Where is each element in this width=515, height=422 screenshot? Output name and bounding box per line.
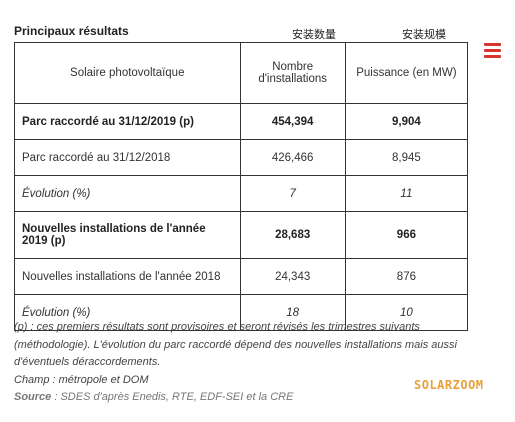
- row-power: 966: [344, 211, 469, 259]
- row-count: 28,683: [239, 211, 346, 259]
- row-label: Parc raccordé au 31/12/2018: [14, 139, 241, 176]
- row-power: 876: [344, 258, 469, 295]
- source-label: Source: [14, 391, 52, 403]
- header-cell-power: Puissance (en MW): [344, 42, 469, 104]
- table-row: Nouvelles installations de l'année 2019 …: [14, 211, 469, 259]
- row-count: 426,466: [239, 139, 346, 176]
- footnote-scope: Champ : métropole et DOM: [14, 373, 149, 386]
- footnotes: (p) : ces premiers résultats sont provis…: [14, 319, 494, 407]
- row-label: Évolution (%): [14, 294, 241, 331]
- table-row: Évolution (%) 18 10: [14, 294, 469, 331]
- row-label: Évolution (%): [14, 175, 241, 212]
- table-row: Parc raccordé au 31/12/2019 (p) 454,394 …: [14, 103, 469, 140]
- row-label: Nouvelles installations de l'année 2018: [14, 258, 241, 295]
- cn-capacity-label: 安装规模: [402, 28, 446, 41]
- table-row: Nouvelles installations de l'année 2018 …: [14, 258, 469, 295]
- row-label: Parc raccordé au 31/12/2019 (p): [14, 103, 241, 140]
- row-power: 9,904: [344, 103, 469, 140]
- row-power: 8,945: [344, 139, 469, 176]
- table-row: Parc raccordé au 31/12/2018 426,466 8,94…: [14, 139, 469, 176]
- row-count: 18: [239, 294, 346, 331]
- header-cell-solar: Solaire photovoltaïque: [14, 42, 241, 104]
- row-count: 454,394: [239, 103, 346, 140]
- source-line: Source : SDES d'après Enedis, RTE, EDF-S…: [14, 389, 494, 407]
- cn-count-label: 安装数量: [292, 28, 336, 41]
- row-label: Nouvelles installations de l'année 2019 …: [14, 211, 241, 259]
- section-title: Principaux résultats: [14, 24, 129, 38]
- row-power: 11: [344, 175, 469, 212]
- header-cell-count: Nombre d'installations: [239, 42, 346, 104]
- table-header-row: Solaire photovoltaïque Nombre d'installa…: [14, 42, 469, 104]
- row-count: 24,343: [239, 258, 346, 295]
- row-power: 10: [344, 294, 469, 331]
- row-count: 7: [239, 175, 346, 212]
- results-table: Solaire photovoltaïque Nombre d'installa…: [14, 42, 469, 331]
- hamburger-menu-icon[interactable]: [484, 43, 501, 61]
- table-row: Évolution (%) 7 11: [14, 175, 469, 212]
- source-text: : SDES d'après Enedis, RTE, EDF-SEI et l…: [51, 391, 294, 403]
- solarzoom-watermark: SOLARZOOM: [414, 378, 484, 392]
- footnote-provisional: (p) : ces premiers résultats sont provis…: [14, 321, 457, 368]
